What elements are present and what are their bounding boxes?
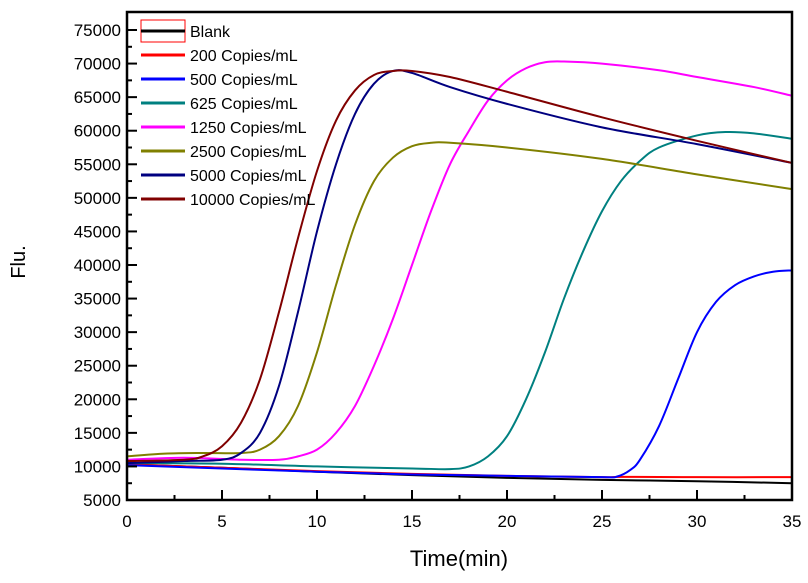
series-line-1250-copies-ml: [126, 60, 793, 462]
x-tick-label: 15: [403, 512, 422, 531]
y-tick-label: 30000: [74, 323, 121, 342]
series-line-2500-copies-ml: [126, 141, 793, 458]
y-tick-label: 5000: [83, 491, 121, 510]
series-line-625-copies-ml: [126, 130, 793, 471]
legend-label: 625 Copies/mL: [190, 96, 298, 113]
legend-label: 200 Copies/mL: [190, 48, 298, 65]
legend-label: 5000 Copies/mL: [190, 168, 307, 185]
series-line-5000-copies-ml: [126, 69, 793, 465]
y-tick-label: 10000: [74, 457, 121, 476]
y-tick-label: 65000: [74, 88, 121, 107]
legend-item: 625 Copies/mL: [141, 96, 298, 113]
legend-label: 10000 Copies/mL: [190, 192, 316, 209]
x-tick-label: 25: [593, 512, 612, 531]
legend-label: Blank: [190, 24, 231, 41]
legend: Blank 200 Copies/mL 500 Copies/mL 625 Copie…: [140, 19, 316, 209]
series-lines: [126, 60, 793, 485]
y-tick-label: 20000: [74, 390, 121, 409]
legend-item: 500 Copies/mL: [141, 72, 298, 89]
y-tick-label: 60000: [74, 122, 121, 141]
y-tick-label: 70000: [74, 55, 121, 74]
y-tick-label: 75000: [74, 21, 121, 40]
y-tick-label: 25000: [74, 357, 121, 376]
x-tick-label: 20: [498, 512, 517, 531]
x-tick-label: 30: [688, 512, 707, 531]
legend-item: 1250 Copies/mL: [141, 120, 307, 137]
legend-item: 10000 Copies/mL: [141, 192, 316, 209]
y-tick-label: 55000: [74, 155, 121, 174]
y-axis-label: Flu.: [8, 245, 30, 278]
x-axis-label: Time(min): [410, 546, 508, 571]
x-tick-label: 0: [122, 512, 131, 531]
legend-label: 500 Copies/mL: [190, 72, 298, 89]
y-tick-label: 15000: [74, 424, 121, 443]
legend-item: Blank: [140, 19, 231, 43]
y-tick-label: 35000: [74, 290, 121, 309]
series-line-10000-copies-ml: [126, 69, 793, 463]
legend-item: 5000 Copies/mL: [141, 168, 307, 185]
x-tick-label: 10: [308, 512, 327, 531]
legend-item: 200 Copies/mL: [141, 48, 298, 65]
x-tick-label: 35: [783, 512, 802, 531]
y-tick-label: 45000: [74, 222, 121, 241]
legend-label: 1250 Copies/mL: [190, 120, 307, 137]
legend-label: 2500 Copies/mL: [190, 144, 307, 161]
series-line-500-copies-ml: [126, 269, 793, 479]
axes: 0 5 10 15 20 25 30 35 5000 10000 15000 20000 25000 30…: [74, 10, 802, 531]
y-tick-label: 50000: [74, 189, 121, 208]
x-tick-label: 5: [217, 512, 226, 531]
legend-item: 2500 Copies/mL: [141, 144, 307, 161]
y-tick-label: 40000: [74, 256, 121, 275]
